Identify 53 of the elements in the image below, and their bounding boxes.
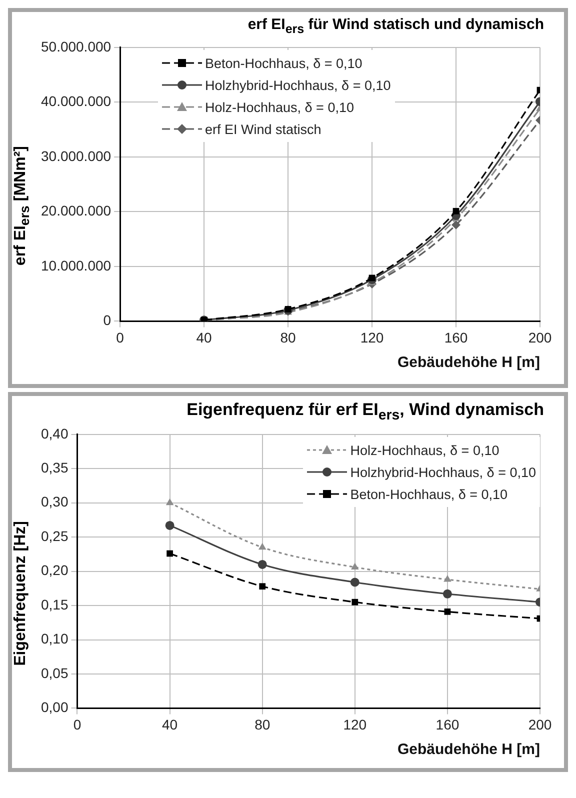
y-tick-label: 50.000.000 (40, 38, 112, 54)
y-tick-label: 0,35 (41, 460, 68, 476)
legend-label: Holz-Hochhaus, δ = 0,10 (350, 442, 500, 458)
point (259, 584, 266, 590)
y-tick-label: 30.000.000 (40, 148, 112, 164)
x-tick-label: 0 (116, 329, 124, 346)
point (350, 578, 360, 588)
y-tick-label: 0,40 (41, 426, 68, 442)
y-tick-label: 10.000.000 (40, 257, 112, 274)
y-tick-label: 0,20 (41, 562, 68, 579)
x-tick-label: 80 (280, 329, 296, 346)
x-tick-label: 160 (436, 716, 460, 733)
legend-label: Beton-Hochhaus, δ = 0,10 (205, 56, 362, 70)
x-tick-label: 120 (343, 716, 367, 733)
point (452, 220, 461, 230)
x-axis-title: Gebäudehöhe H [m] (397, 742, 540, 759)
y-tick-label: 0,15 (41, 596, 68, 613)
x-tick-label: 200 (528, 716, 552, 733)
y-tick-label: 0 (103, 312, 112, 328)
point (166, 550, 173, 558)
x-tick-label: 160 (444, 329, 468, 346)
legend-label: Holz-Hochhaus, δ = 0,10 (205, 100, 354, 114)
point (351, 563, 359, 570)
point (444, 608, 451, 616)
x-tick-label: 40 (196, 329, 212, 346)
chart-title: erf EI$_{ers}$ für Wind statisch und dynamisch (246, 16, 545, 36)
legend-label: erf EI Wind statisch (205, 122, 322, 136)
y-tick-label: 0,25 (41, 528, 68, 544)
point (442, 590, 452, 599)
y-axis-title: Eigenfrequenz [Hz] (12, 520, 30, 666)
y-tick-label: 40.000.000 (40, 93, 112, 110)
y-tick-label: 0,00 (41, 699, 68, 716)
point (258, 543, 266, 550)
x-tick-label: 40 (162, 716, 178, 733)
legend-label: Holzhybrid-Hochhaus, δ = 0,10 (205, 78, 391, 92)
x-tick-label: 200 (528, 329, 552, 346)
y-tick-label: 0,30 (41, 494, 68, 510)
point (284, 306, 292, 312)
x-tick-label: 80 (254, 716, 270, 733)
legend-label: Beton-Hochhaus, δ = 0,10 (350, 486, 508, 502)
point (452, 208, 460, 214)
chart-title: Eigenfrequenz für erf EI$_{ers}$, Wind dynamisch (186, 400, 545, 424)
point (165, 521, 174, 530)
point (258, 560, 267, 570)
point (166, 498, 174, 506)
legend-label: Holzhybrid-Hochhaus, δ = 0,10 (350, 464, 536, 480)
point (444, 575, 452, 582)
y-tick-label: 0,10 (41, 631, 68, 647)
x-tick-label: 120 (360, 329, 384, 346)
y-tick-label: 0,05 (41, 665, 68, 682)
point (352, 599, 358, 606)
y-tick-label: 20.000.000 (40, 202, 112, 219)
x-axis-title: Gebäudehöhe H [m] (397, 354, 540, 372)
